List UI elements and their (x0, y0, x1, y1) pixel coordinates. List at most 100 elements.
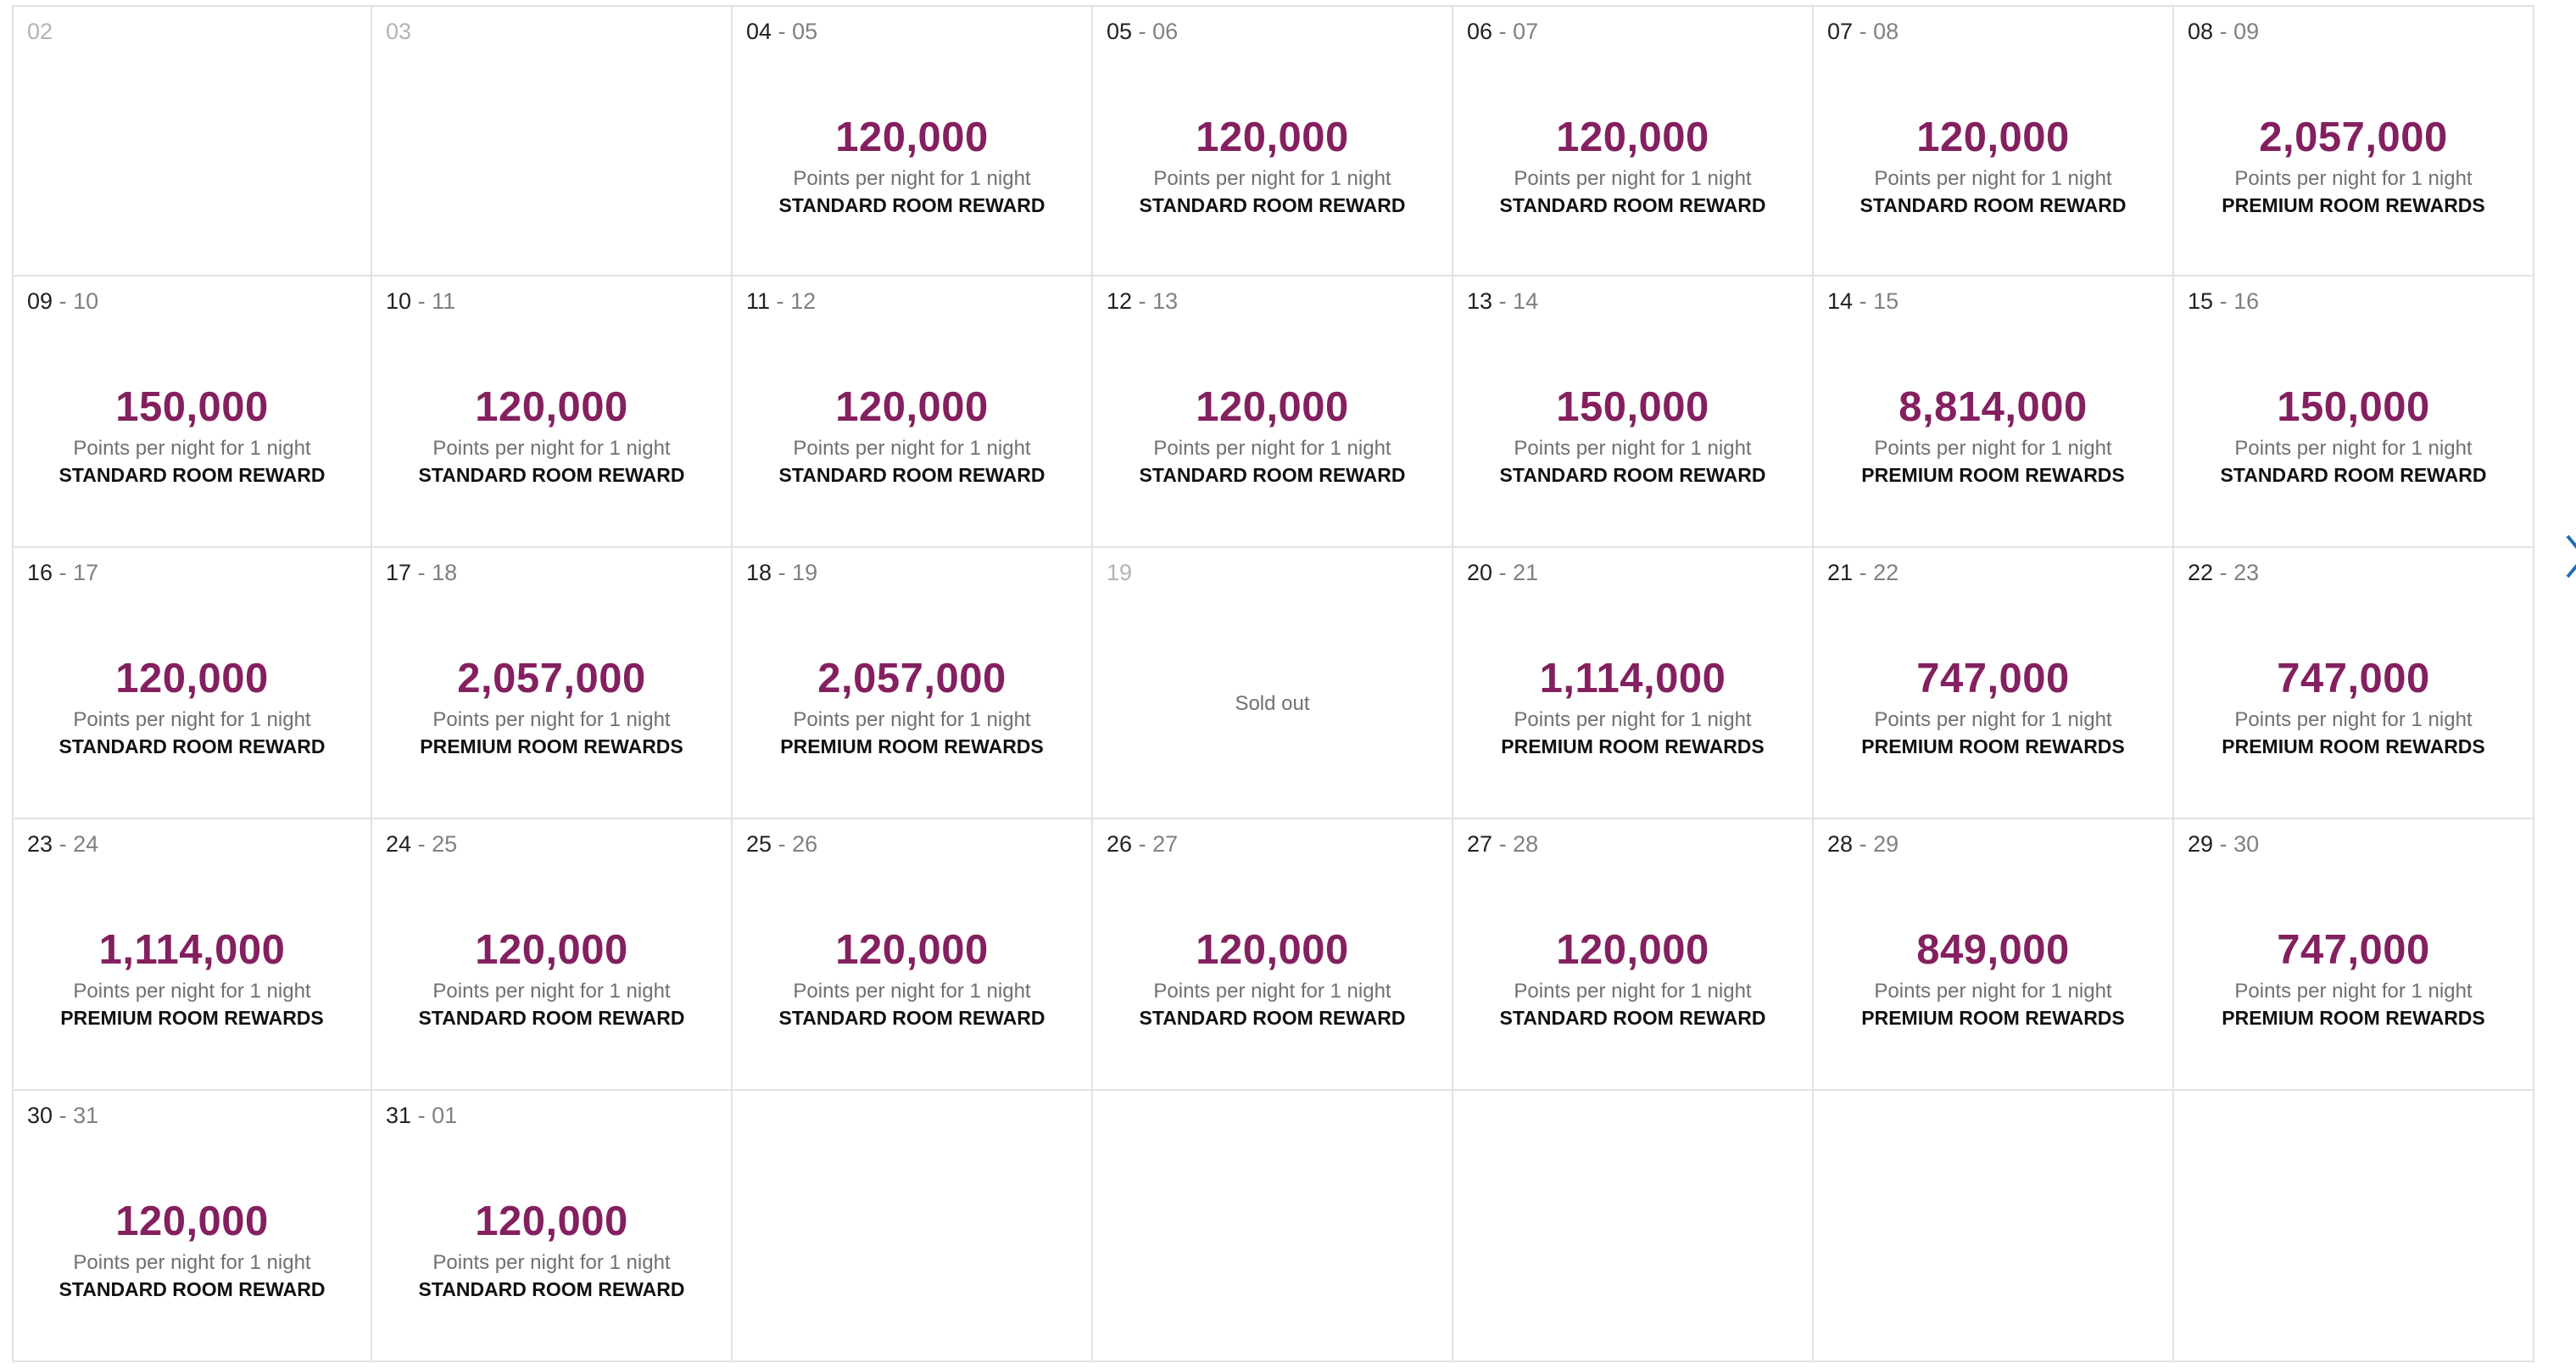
day-cell[interactable]: 09 - 10 150,000 Points per night for 1 nig… (12, 277, 372, 548)
price-caption: Points per night for 1 night (2234, 980, 2473, 1003)
day-cell[interactable]: 14 - 15 8,814,000 Points per night for 1 n… (1814, 277, 2174, 548)
points-price: 2,057,000 (817, 656, 1006, 701)
availability-status: Sold out (1235, 692, 1310, 715)
next-arrow[interactable] (2559, 531, 2576, 582)
date-range: 21 - 22 (1827, 560, 1899, 585)
date-range: 20 - 21 (1467, 560, 1538, 585)
day-cell[interactable]: 20 - 21 1,114,000 Points per night for 1 n… (1453, 548, 1814, 819)
check-out-day: 30 (2233, 831, 2260, 857)
check-in-day: 28 (1827, 831, 1854, 857)
date-separator: - (59, 560, 67, 585)
check-out-day: 25 (432, 831, 458, 857)
day-cell[interactable]: 30 - 31 120,000 Points per night for 1 nig… (12, 1091, 372, 1362)
price-caption: Points per night for 1 night (1874, 708, 2112, 731)
day-cell[interactable]: 18 - 19 2,057,000 Points per night for 1 n… (733, 548, 1093, 819)
price-caption: Points per night for 1 night (793, 708, 1031, 731)
date-separator: - (776, 288, 784, 314)
check-out-day: 22 (1873, 560, 1899, 585)
day-cell[interactable]: 22 - 23 747,000 Points per night for 1 nig… (2174, 548, 2534, 819)
points-price: 747,000 (1916, 656, 2070, 701)
day-cell[interactable]: 17 - 18 2,057,000 Points per night for 1 n… (372, 548, 733, 819)
check-out-day: 01 (432, 1103, 458, 1128)
date-separator: - (1138, 288, 1146, 314)
date-range: 30 - 31 (27, 1103, 98, 1128)
date-separator: - (417, 560, 426, 585)
points-price: 120,000 (475, 384, 628, 430)
check-in-day: 09 (27, 288, 53, 314)
day-cell[interactable]: 11 - 12 120,000 Points per night for 1 nig… (733, 277, 1093, 548)
day-cell[interactable]: 08 - 09 2,057,000 Points per night for 1 n… (2174, 5, 2534, 277)
price-caption: Points per night for 1 night (1514, 980, 1752, 1003)
date-separator: - (59, 1103, 67, 1128)
room-type: PREMIUM ROOM REWARDS (1501, 735, 1765, 757)
day-cell[interactable]: 24 - 25 120,000 Points per night for 1 nig… (372, 819, 733, 1091)
price-caption: Points per night for 1 night (73, 980, 311, 1003)
price-caption: Points per night for 1 night (2234, 437, 2473, 460)
day-cell[interactable]: 07 - 08 120,000 Points per night for 1 nig… (1814, 5, 2174, 277)
date-separator: - (1859, 560, 1867, 585)
check-out-day: 17 (73, 560, 99, 585)
check-in-day: 05 (1107, 19, 1133, 44)
day-cell[interactable]: 23 - 24 1,114,000 Points per night for 1 n… (12, 819, 372, 1091)
date-separator: - (1498, 288, 1507, 314)
day-cell[interactable]: 04 - 05 120,000 Points per night for 1 nig… (733, 5, 1093, 277)
day-cell[interactable]: 05 - 06 120,000 Points per night for 1 nig… (1093, 5, 1453, 277)
day-cell[interactable]: 28 - 29 849,000 Points per night for 1 nig… (1814, 819, 2174, 1091)
room-type: STANDARD ROOM REWARD (59, 464, 326, 486)
day-cell[interactable]: 06 - 07 120,000 Points per night for 1 nig… (1453, 5, 1814, 277)
points-price: 120,000 (835, 927, 989, 973)
date-separator: - (778, 19, 786, 44)
day-cell[interactable]: 10 - 11 120,000 Points per night for 1 nig… (372, 277, 733, 548)
room-type: STANDARD ROOM REWARD (418, 1007, 685, 1029)
day-cell[interactable]: 25 - 26 120,000 Points per night for 1 nig… (733, 819, 1093, 1091)
day-cell[interactable]: 13 - 14 150,000 Points per night for 1 nig… (1453, 277, 1814, 548)
check-in-day: 10 (386, 288, 412, 314)
date-range: 14 - 15 (1827, 288, 1899, 314)
day-cell: 03 (372, 5, 733, 277)
price-caption: Points per night for 1 night (1153, 980, 1391, 1003)
day-cell[interactable]: 27 - 28 120,000 Points per night for 1 nig… (1453, 819, 1814, 1091)
price-caption: Points per night for 1 night (1514, 167, 1752, 190)
date-range: 27 - 28 (1467, 831, 1538, 857)
date-separator: - (1138, 831, 1146, 857)
check-out-day: 10 (73, 288, 99, 314)
room-type: STANDARD ROOM REWARD (1139, 1007, 1406, 1029)
check-in-day: 30 (27, 1103, 53, 1128)
points-price: 747,000 (2277, 927, 2430, 973)
check-out-day: 31 (73, 1103, 99, 1128)
day-cell[interactable]: 15 - 16 150,000 Points per night for 1 nig… (2174, 277, 2534, 548)
date-range: 02 (27, 19, 53, 44)
check-in-day: 21 (1827, 560, 1854, 585)
check-out-day: 16 (2233, 288, 2260, 314)
check-in-day: 22 (2188, 560, 2214, 585)
points-price: 120,000 (1556, 927, 1709, 973)
price-caption: Points per night for 1 night (2234, 708, 2473, 731)
day-cell[interactable]: 31 - 01 120,000 Points per night for 1 nig… (372, 1091, 733, 1362)
room-type: PREMIUM ROOM REWARDS (420, 735, 683, 757)
day-cell[interactable]: 26 - 27 120,000 Points per night for 1 nig… (1093, 819, 1453, 1091)
day-cell[interactable]: 16 - 17 120,000 Points per night for 1 nig… (12, 548, 372, 819)
day-cell[interactable]: 29 - 30 747,000 Points per night for 1 nig… (2174, 819, 2534, 1091)
empty-cell (2174, 1091, 2534, 1362)
price-caption: Points per night for 1 night (73, 1251, 311, 1274)
check-out-day: 24 (73, 831, 99, 857)
date-separator: - (59, 831, 67, 857)
price-caption: Points per night for 1 night (1514, 708, 1752, 731)
date-range: 08 - 09 (2188, 19, 2259, 44)
date-separator: - (417, 831, 426, 857)
check-in-day: 16 (27, 560, 53, 585)
day-cell[interactable]: 12 - 13 120,000 Points per night for 1 nig… (1093, 277, 1453, 548)
check-in-day: 15 (2188, 288, 2214, 314)
points-price: 120,000 (475, 1199, 628, 1244)
day-cell[interactable]: 21 - 22 747,000 Points per night for 1 nig… (1814, 548, 2174, 819)
room-type: PREMIUM ROOM REWARDS (1861, 735, 2125, 757)
room-type: STANDARD ROOM REWARD (1860, 194, 2127, 216)
date-separator: - (1138, 19, 1146, 44)
check-in-day: 04 (746, 19, 772, 44)
date-range: 23 - 24 (27, 831, 98, 857)
date-range: 03 (386, 19, 411, 44)
room-type: PREMIUM ROOM REWARDS (2222, 194, 2485, 216)
date-range: 24 - 25 (386, 831, 457, 857)
points-price: 120,000 (1196, 927, 1349, 973)
